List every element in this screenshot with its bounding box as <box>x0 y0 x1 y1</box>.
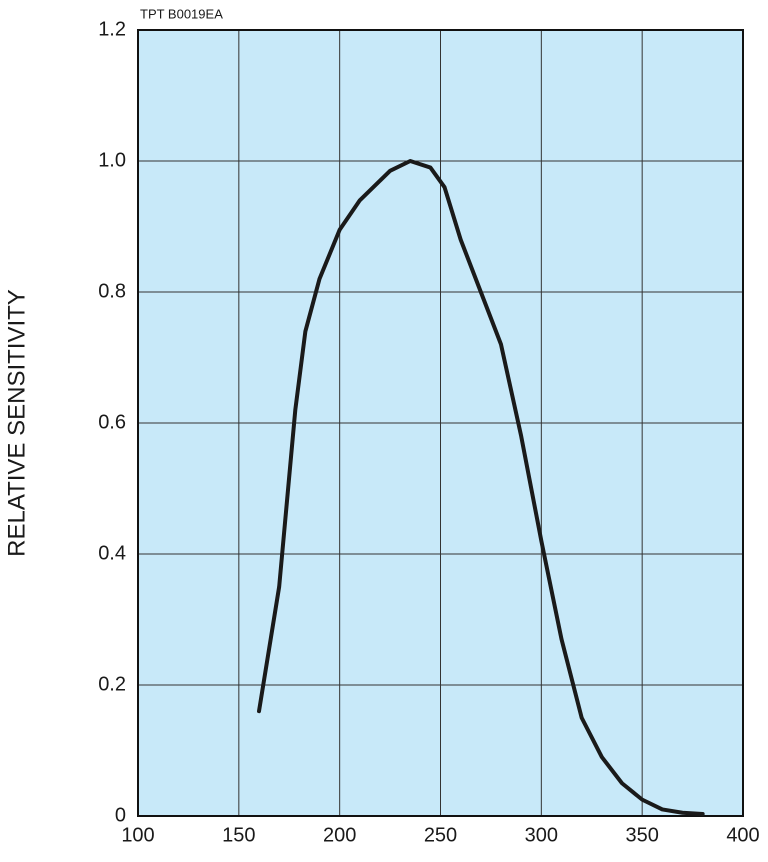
x-tick-label: 350 <box>625 824 658 846</box>
y-axis-label: RELATIVE SENSITIVITY <box>3 289 30 557</box>
y-tick-label: 0.4 <box>98 542 126 564</box>
y-tick-label: 1.2 <box>98 18 126 40</box>
y-tick-label: 0.2 <box>98 673 126 695</box>
y-tick-label: 0 <box>115 804 126 826</box>
x-tick-label: 300 <box>525 824 558 846</box>
annotation: TPT B0019EA <box>140 6 223 21</box>
plot-frame <box>137 29 744 817</box>
x-tick-label: 400 <box>726 824 759 846</box>
y-tick-label: 1.0 <box>98 149 126 171</box>
data-line <box>257 159 705 817</box>
y-tick-label: 0.8 <box>98 280 126 302</box>
y-tick-label: 0.6 <box>98 411 126 433</box>
x-tick-label: 150 <box>222 824 255 846</box>
x-tick-label: 250 <box>424 824 457 846</box>
x-tick-label: 100 <box>121 824 154 846</box>
x-tick-label: 200 <box>323 824 356 846</box>
